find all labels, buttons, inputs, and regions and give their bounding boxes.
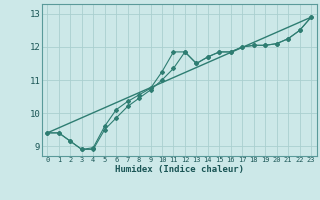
X-axis label: Humidex (Indice chaleur): Humidex (Indice chaleur) (115, 165, 244, 174)
